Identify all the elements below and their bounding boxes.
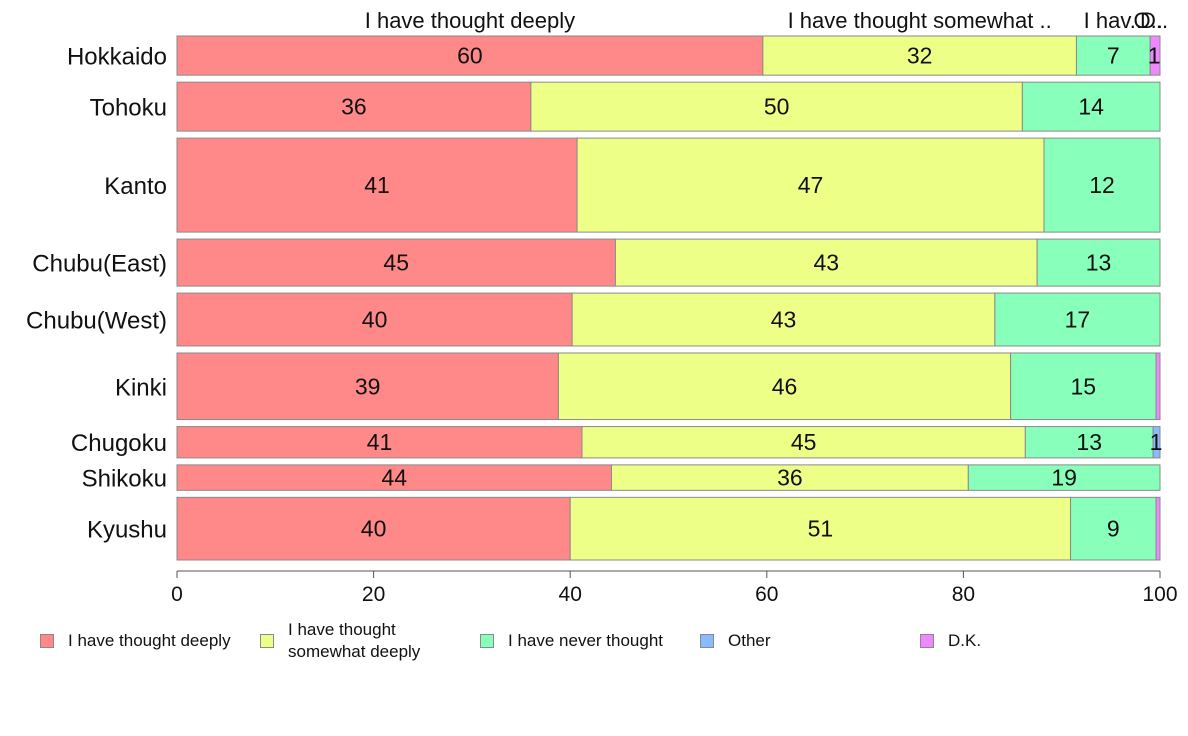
data-label-chubu-east-i-have-never-thought: 13 [1086, 250, 1112, 276]
data-label-chugoku-other: 1 [1150, 429, 1163, 455]
bar-hokkaido-i-have-never-thought [1075, 35, 1151, 76]
data-label-chubu-east-i-have-thought-somewhat-deeply: 43 [813, 250, 839, 276]
data-label-shikoku-i-have-never-thought: 19 [1051, 465, 1077, 491]
bar-shikoku-i-have-thought-deeply [176, 464, 612, 491]
data-label-tohoku-i-have-thought-deeply: 36 [341, 94, 367, 120]
data-label-chugoku-i-have-thought-somewhat-deeply: 45 [791, 429, 817, 455]
legend-item-dk: D.K. [920, 618, 981, 664]
data-label-hokkaido-i-have-never-thought: 7 [1107, 43, 1120, 69]
bar-kanto-i-have-thought-somewhat-deeply [576, 137, 1045, 233]
bar-kanto-i-have-thought-deeply [176, 137, 578, 233]
bar-tohoku-i-have-thought-somewhat-deeply [530, 81, 1023, 132]
data-label-chugoku-i-have-thought-deeply: 41 [367, 429, 393, 455]
legend-item-thought-deeply: I have thought deeply [40, 618, 231, 664]
category-label-kanto: Kanto [104, 173, 167, 200]
data-label-chubu-east-i-have-thought-deeply: 45 [383, 250, 409, 276]
bar-kinki-d-k [1155, 352, 1161, 421]
series-top-label-i-have-thought-deeply: I have thought deeply [365, 8, 575, 33]
data-label-kyushu-i-have-thought-deeply: 40 [361, 516, 387, 542]
legend-label-thought-somewhat-deeply: I have thought somewhat deeply [288, 620, 421, 661]
category-label-shikoku: Shikoku [82, 466, 167, 493]
series-top-label-i-have-never-thought: I hav.. [1084, 8, 1142, 33]
bar-kyushu-d-k [1155, 496, 1161, 561]
legend-label-never-thought: I have never thought [508, 631, 664, 650]
data-label-chubu-west-i-have-never-thought: 17 [1065, 307, 1091, 333]
data-label-kanto-i-have-thought-somewhat-deeply: 47 [798, 172, 824, 198]
bar-tohoku-i-have-never-thought [1021, 81, 1161, 132]
legend-swatch-thought-somewhat-deeply [260, 634, 274, 648]
legend-swatch-other [700, 634, 714, 648]
data-label-kinki-i-have-thought-somewhat-deeply: 46 [772, 373, 798, 399]
bar-hokkaido-d-k [1149, 35, 1161, 76]
category-label-kyushu: Kyushu [87, 517, 167, 544]
x-tick-label-80: 80 [952, 583, 975, 606]
bar-chubu-east-i-have-never-thought [1036, 238, 1161, 287]
series-top-label-other: O.. [1134, 8, 1163, 33]
legend-swatch-dk [920, 634, 934, 648]
bar-kanto-i-have-never-thought [1043, 137, 1161, 233]
bar-kinki-i-have-never-thought [1010, 352, 1157, 421]
data-label-kanto-i-have-never-thought: 12 [1089, 172, 1115, 198]
data-label-shikoku-i-have-thought-deeply: 44 [381, 465, 407, 491]
bar-chubu-west-i-have-never-thought [994, 292, 1161, 347]
bar-hokkaido-i-have-thought-deeply [176, 35, 764, 76]
x-tick-label-20: 20 [362, 583, 385, 606]
data-label-kyushu-i-have-thought-somewhat-deeply: 51 [808, 516, 834, 542]
bar-kyushu-i-have-thought-somewhat-deeply [569, 496, 1072, 561]
x-tick-label-0: 0 [171, 583, 183, 606]
bar-kyushu-i-have-thought-deeply [176, 496, 571, 561]
bar-chugoku-other [1152, 426, 1161, 459]
x-tick-label-60: 60 [755, 583, 778, 606]
data-label-shikoku-i-have-thought-somewhat-deeply: 36 [777, 465, 803, 491]
category-label-kinki: Kinki [115, 374, 167, 401]
legend-swatch-thought-deeply [40, 634, 54, 648]
bar-chubu-east-i-have-thought-somewhat-deeply [614, 238, 1038, 287]
category-label-chubu-east: Chubu(East) [32, 251, 167, 278]
series-top-label-d-k: D.. [1140, 8, 1168, 33]
legend-item-thought-somewhat-deeply: I have thought somewhat deeply [260, 618, 438, 664]
data-label-tohoku-i-have-never-thought: 14 [1078, 94, 1104, 120]
data-label-tohoku-i-have-thought-somewhat-deeply: 50 [764, 94, 790, 120]
data-label-kinki-i-have-never-thought: 15 [1071, 373, 1097, 399]
data-label-chubu-west-i-have-thought-somewhat-deeply: 43 [771, 307, 797, 333]
data-label-chubu-west-i-have-thought-deeply: 40 [362, 307, 388, 333]
bar-shikoku-i-have-thought-somewhat-deeply [610, 464, 969, 491]
category-label-chubu-west: Chubu(West) [26, 308, 167, 335]
stacked-bar-chart: 60 32 7 1 Hokkaido 36 50 14 Tohoku 41 47 12 Kanto 45 4… [26, 8, 1177, 606]
bar-chubu-east-i-have-thought-deeply [176, 238, 616, 287]
legend-label-dk: D.K. [948, 631, 982, 650]
bar-chugoku-i-have-thought-deeply [176, 426, 583, 459]
data-label-hokkaido-i-have-thought-somewhat-deeply: 32 [907, 43, 933, 69]
legend: I have thought deeply I have thought som… [0, 618, 1188, 668]
bar-chubu-west-i-have-thought-deeply [176, 292, 573, 347]
category-label-chugoku: Chugoku [71, 430, 167, 457]
bar-shikoku-i-have-never-thought [967, 464, 1161, 491]
x-tick-label-100: 100 [1142, 583, 1177, 606]
data-label-chugoku-i-have-never-thought: 13 [1076, 429, 1102, 455]
data-label-kinki-i-have-thought-deeply: 39 [355, 373, 381, 399]
series-top-label-i-have-thought-somewhat-deeply: I have thought somewhat .. [788, 8, 1052, 33]
data-label-kyushu-i-have-never-thought: 9 [1107, 516, 1120, 542]
category-label-tohoku: Tohoku [90, 95, 167, 122]
legend-item-never-thought: I have never thought [480, 618, 663, 664]
category-label-hokkaido: Hokkaido [67, 44, 167, 71]
data-label-hokkaido-i-have-thought-deeply: 60 [457, 43, 483, 69]
legend-swatch-never-thought [480, 634, 494, 648]
data-label-hokkaido-d-k: 1 [1148, 43, 1161, 69]
bar-hokkaido-i-have-thought-somewhat-deeply [762, 35, 1077, 76]
legend-item-other: Other [700, 618, 771, 664]
legend-label-thought-deeply: I have thought deeply [68, 631, 231, 650]
legend-label-other: Other [728, 631, 771, 650]
x-tick-label-40: 40 [559, 583, 582, 606]
data-label-kanto-i-have-thought-deeply: 41 [364, 172, 390, 198]
bar-chubu-west-i-have-thought-somewhat-deeply [571, 292, 996, 347]
